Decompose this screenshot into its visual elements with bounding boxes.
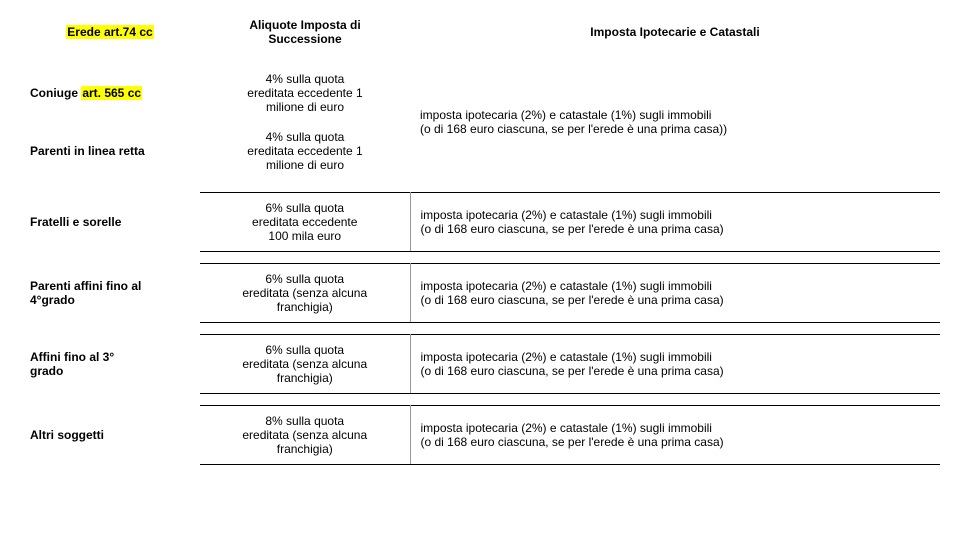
row-fratelli-desc: imposta ipotecaria (2%) e catastale (1%)… — [410, 192, 940, 251]
row-affini4-desc: imposta ipotecaria (2%) e catastale (1%)… — [410, 263, 940, 322]
row-affini3-label: Affini fino al 3° grado — [20, 334, 200, 393]
row-altri-desc: imposta ipotecaria (2%) e catastale (1%)… — [410, 405, 940, 464]
row-parenti-linea-rate: 4% sulla quota ereditata eccedente 1 mil… — [200, 122, 410, 180]
row-fratelli-rate: 6% sulla quota ereditata eccedente 100 m… — [200, 192, 410, 251]
row-coniuge-label: Coniuge art. 565 cc — [20, 64, 200, 122]
tax-table: Erede art.74 cc Aliquote Imposta di Succ… — [20, 10, 940, 465]
row-altri-rate: 8% sulla quota ereditata (senza alcuna f… — [200, 405, 410, 464]
row-affini4-label: Parenti affini fino al 4°grado — [20, 263, 200, 322]
header-col2: Aliquote Imposta di Successione — [200, 10, 410, 64]
row-affini4-rate: 6% sulla quota ereditata (senza alcuna f… — [200, 263, 410, 322]
row-affini3-rate: 6% sulla quota ereditata (senza alcuna f… — [200, 334, 410, 393]
row-parenti-linea-label: Parenti in linea retta — [20, 122, 200, 180]
row-fratelli-label: Fratelli e sorelle — [20, 192, 200, 251]
row-altri-label: Altri soggetti — [20, 405, 200, 464]
header-col1: Erede art.74 cc — [20, 10, 200, 64]
row-coniuge-rate: 4% sulla quota ereditata eccedente 1 mil… — [200, 64, 410, 122]
header-erede: Erede art.74 cc — [66, 25, 153, 39]
row-coniuge-desc: imposta ipotecaria (2%) e catastale (1%)… — [410, 64, 940, 180]
header-col3: Imposta Ipotecarie e Catastali — [410, 10, 940, 64]
row-affini3-desc: imposta ipotecaria (2%) e catastale (1%)… — [410, 334, 940, 393]
